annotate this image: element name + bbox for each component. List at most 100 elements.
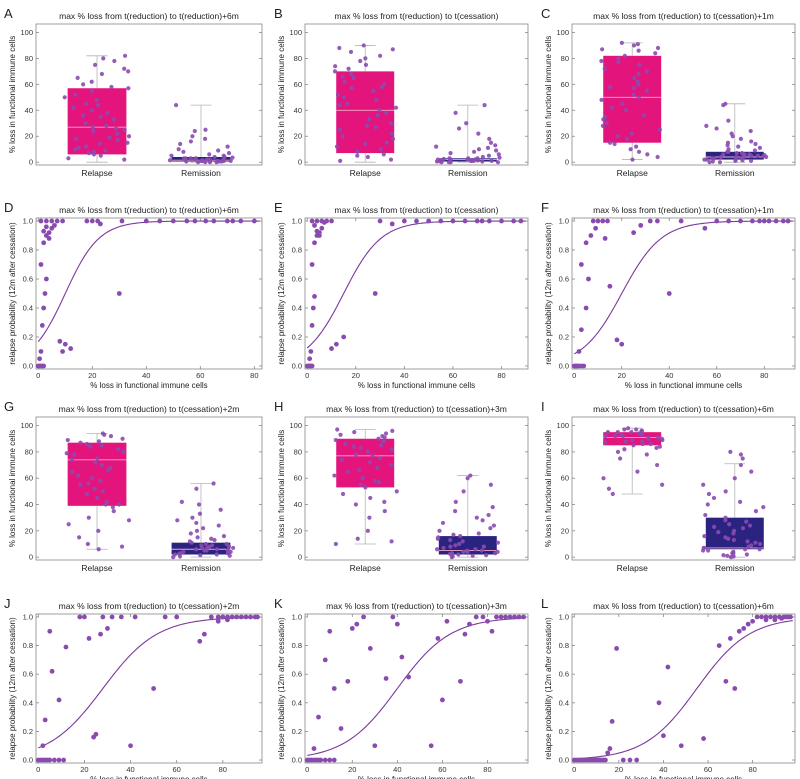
data-point (345, 678, 351, 684)
data-point (47, 757, 53, 763)
data-point (116, 447, 121, 452)
data-point (100, 489, 105, 494)
data-point (40, 743, 46, 749)
data-point (480, 518, 485, 523)
y-tick-label: 60 (294, 474, 302, 483)
data-point (41, 240, 47, 246)
data-point (194, 528, 200, 533)
panel-letter: D (4, 200, 13, 215)
data-point (341, 95, 347, 100)
y-tick-label: 40 (25, 500, 33, 509)
y-tick-label: 0 (298, 553, 302, 562)
box-remission (167, 103, 235, 165)
data-point (707, 160, 712, 165)
data-point (488, 482, 493, 487)
data-point (607, 84, 612, 90)
y-tick-label: 0.8 (559, 246, 569, 255)
data-point (749, 139, 754, 144)
data-point (75, 473, 81, 478)
data-point (498, 614, 504, 620)
data-point (761, 218, 767, 224)
data-point (761, 505, 766, 510)
data-point (742, 547, 748, 552)
data-point (83, 144, 89, 149)
y-tick-label: 0.2 (23, 332, 33, 341)
data-point (78, 440, 83, 445)
data-point (434, 547, 440, 552)
data-point (606, 486, 612, 491)
data-point (731, 554, 736, 559)
data-point (757, 218, 762, 224)
data-point (447, 156, 452, 161)
y-axis-label: relapse probability (12m after cessation… (277, 222, 286, 365)
data-point (636, 431, 641, 436)
data-point (358, 58, 363, 64)
data-point (748, 158, 754, 163)
data-point (655, 435, 661, 440)
data-point (600, 218, 606, 224)
data-point (370, 453, 375, 458)
data-point (393, 105, 399, 110)
y-tick-label: 0.2 (292, 332, 302, 341)
data-point (38, 218, 44, 224)
data-point (89, 79, 94, 84)
x-tick-label: 60 (449, 371, 457, 380)
data-point (748, 128, 753, 134)
y-tick-label: 0.8 (23, 641, 33, 650)
data-point (122, 127, 127, 132)
data-point (615, 134, 620, 139)
data-point (705, 548, 711, 553)
data-point (215, 614, 221, 620)
category-label: Remission (448, 563, 488, 573)
data-point (374, 97, 379, 103)
data-point (476, 158, 481, 163)
box-remission (171, 481, 236, 560)
data-point (739, 150, 745, 156)
data-point (388, 157, 394, 162)
data-point (332, 69, 338, 74)
data-point (618, 456, 623, 461)
box-remission (434, 103, 502, 165)
data-point (779, 616, 785, 621)
data-point (122, 157, 127, 162)
data-point (702, 157, 707, 162)
data-point (456, 552, 461, 557)
data-point (457, 541, 462, 547)
y-tick-label: 0.0 (559, 361, 569, 370)
panel-letter: J (4, 596, 11, 611)
panel-letter: E (274, 200, 283, 215)
data-point (516, 614, 522, 620)
data-point (484, 553, 489, 558)
y-tick-label: 80 (294, 447, 302, 456)
data-point (602, 440, 608, 445)
data-point (70, 469, 75, 474)
data-point (738, 452, 744, 457)
data-point (438, 218, 444, 224)
y-axis-label: % loss in functional immune cells (8, 36, 17, 153)
data-point (376, 480, 381, 485)
data-point (183, 156, 188, 161)
data-point (390, 136, 396, 141)
data-point (214, 552, 219, 557)
data-point (364, 123, 370, 128)
data-point (384, 110, 389, 115)
data-point (243, 614, 249, 620)
data-point (487, 136, 492, 141)
y-tick-label: 0.6 (292, 670, 302, 679)
data-point (657, 127, 663, 132)
y-tick-label: 0.0 (292, 361, 302, 370)
data-point (126, 134, 132, 139)
x-tick-label: 80 (497, 371, 505, 380)
data-point (620, 757, 626, 763)
data-point (749, 543, 754, 548)
data-point (732, 686, 738, 691)
data-point (81, 82, 86, 87)
data-point (200, 158, 205, 163)
data-point (389, 447, 395, 452)
data-point (308, 349, 314, 354)
data-point (176, 147, 181, 152)
y-tick-label: 20 (294, 526, 302, 535)
y-axis-label: % loss in functional immune cells (8, 430, 17, 547)
panel-title: max % loss from t(reduction) to t(cessat… (326, 404, 507, 414)
